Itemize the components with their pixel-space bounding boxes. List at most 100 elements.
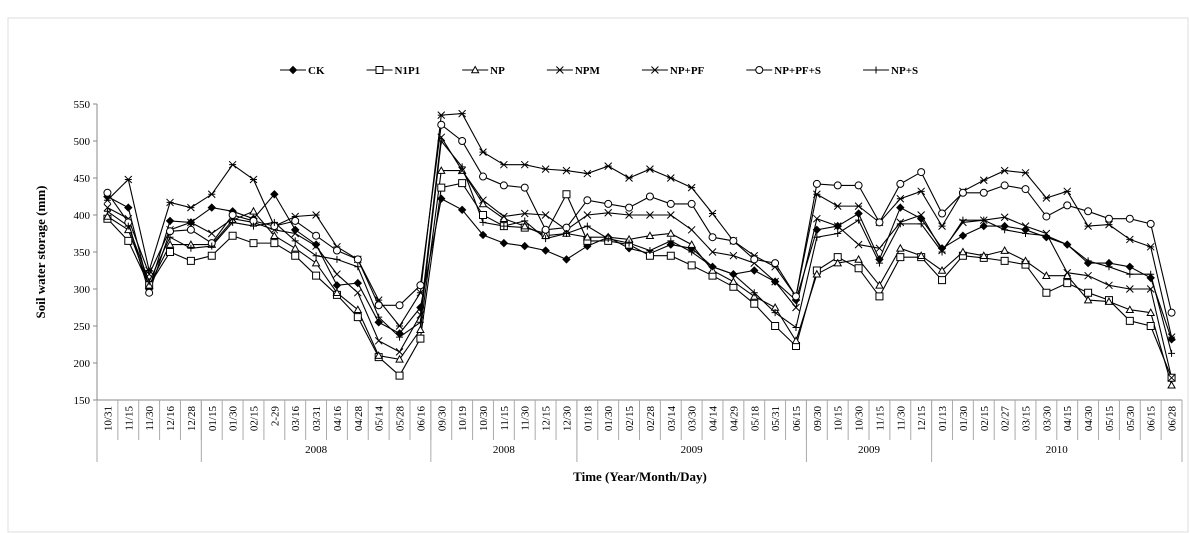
point — [833, 202, 842, 210]
x-tick-label: 11/30 — [144, 406, 156, 431]
group-label: 2010 — [1046, 444, 1069, 456]
point — [687, 261, 696, 270]
point — [541, 165, 550, 173]
point — [1167, 373, 1176, 382]
point — [854, 254, 863, 263]
x-tick-label: 03/14 — [666, 406, 678, 432]
point — [208, 242, 216, 250]
x-tick-label: 03/31 — [311, 406, 323, 431]
point — [958, 231, 968, 240]
point — [290, 243, 300, 252]
point — [645, 192, 654, 201]
y-tick-label: 450 — [74, 173, 91, 185]
point — [854, 209, 863, 218]
point — [896, 179, 905, 188]
point — [1167, 308, 1176, 317]
point — [625, 239, 633, 247]
point — [813, 214, 821, 223]
point — [1063, 201, 1072, 210]
x-tick-label: 02/15 — [979, 406, 991, 432]
point — [729, 251, 738, 260]
point — [437, 120, 446, 129]
point — [646, 165, 654, 173]
point — [875, 244, 884, 253]
point — [124, 175, 133, 184]
point — [479, 172, 488, 181]
point — [604, 208, 613, 217]
point — [187, 203, 195, 212]
point — [833, 181, 842, 190]
point — [541, 211, 550, 219]
legend-label: NP+PF — [670, 65, 705, 77]
point — [917, 168, 926, 177]
point — [1146, 273, 1155, 283]
y-tick-label: 400 — [74, 210, 91, 222]
x-tick-label: 12/30 — [561, 406, 573, 432]
point — [750, 299, 759, 308]
point — [436, 166, 446, 174]
point — [666, 199, 675, 208]
point — [103, 196, 112, 205]
point — [249, 239, 258, 248]
x-tick-label: 03/15 — [1021, 406, 1033, 432]
point — [1083, 295, 1093, 304]
point — [666, 228, 676, 237]
point — [583, 222, 591, 230]
group-label: 2008 — [493, 444, 516, 456]
point — [312, 211, 320, 219]
x-tick-label: 02/15 — [248, 406, 260, 432]
y-tick-label: 200 — [74, 358, 91, 370]
point — [708, 209, 717, 218]
x-tick-label: 03/16 — [290, 406, 302, 432]
point — [229, 218, 237, 226]
point — [311, 258, 321, 267]
point — [270, 218, 278, 226]
x-tick-label: 09/30 — [812, 406, 824, 432]
x-tick-label: 10/30 — [478, 406, 490, 432]
point — [1000, 181, 1009, 190]
point — [124, 236, 133, 245]
y-tick-label: 250 — [74, 321, 91, 333]
point — [1125, 214, 1134, 223]
point — [437, 133, 446, 142]
point — [812, 269, 822, 278]
point — [145, 270, 154, 279]
point — [416, 311, 425, 319]
point — [353, 313, 362, 322]
point — [249, 206, 258, 215]
point — [771, 277, 779, 286]
point — [917, 187, 926, 196]
point — [1146, 219, 1155, 228]
point — [687, 240, 697, 248]
x-tick-label: 10/31 — [102, 406, 114, 431]
x-tick-label: 05/18 — [749, 406, 761, 432]
x-tick-label: 06/16 — [415, 406, 427, 432]
point — [1000, 256, 1009, 265]
point — [1063, 241, 1071, 249]
point — [1000, 166, 1009, 175]
point — [729, 277, 738, 285]
point — [395, 322, 404, 330]
point — [896, 194, 905, 203]
legend-label: CK — [308, 65, 325, 77]
x-tick-label: 05/14 — [374, 406, 386, 432]
point — [1063, 268, 1072, 277]
legend-marker — [375, 66, 384, 74]
point — [416, 325, 425, 333]
legend-marker — [755, 66, 764, 74]
point — [834, 230, 842, 237]
point — [291, 251, 300, 260]
y-tick-label: 300 — [74, 284, 91, 296]
point — [165, 240, 175, 248]
legend-label: NP+PF+S — [774, 65, 821, 77]
point — [938, 276, 947, 285]
group-label: 2008 — [305, 444, 328, 456]
point — [645, 231, 655, 240]
x-tick-label: 06/15 — [1146, 406, 1158, 432]
point — [854, 181, 863, 190]
x-tick-label: 04/15 — [1062, 406, 1074, 432]
x-tick-label: 01/30 — [228, 406, 240, 432]
point — [813, 233, 821, 241]
point — [1146, 322, 1155, 330]
x-tick-label: 2-29 — [269, 406, 281, 427]
